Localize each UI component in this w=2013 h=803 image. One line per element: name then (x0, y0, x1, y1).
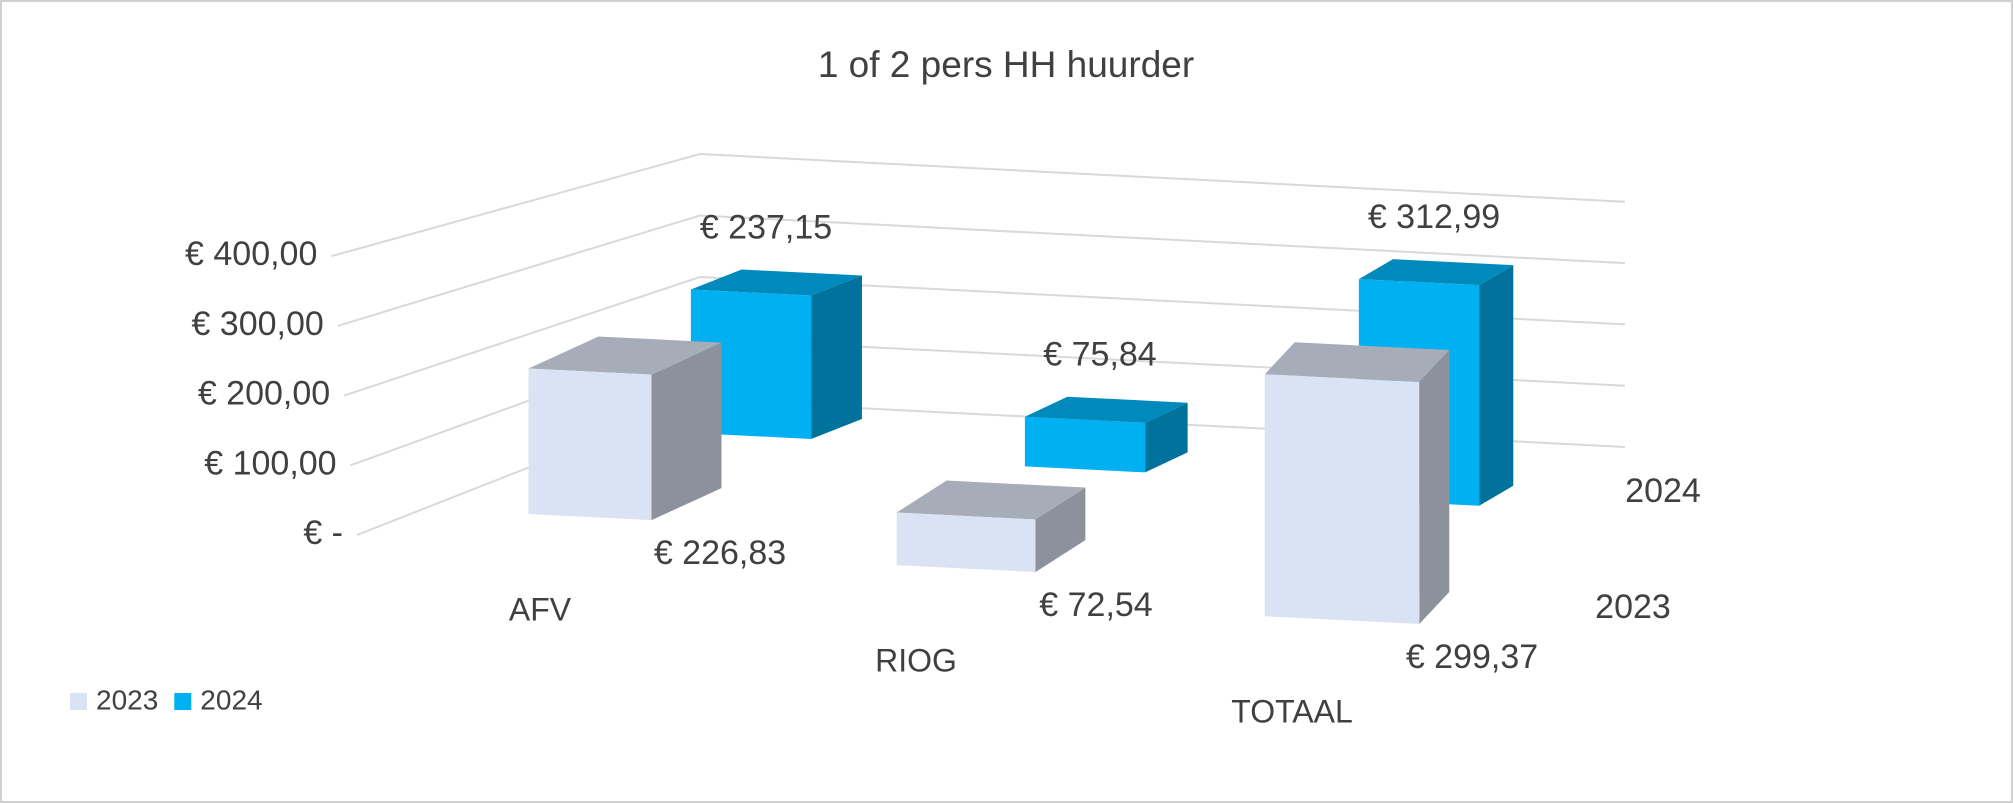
x-tick-label: AFV (509, 591, 572, 627)
bar (896, 512, 1036, 573)
x-tick-label: RIOG (875, 643, 957, 679)
bar-top (1024, 396, 1188, 423)
legend-label: 2023 (96, 684, 158, 715)
bar-side (811, 275, 862, 440)
bar-top (690, 269, 862, 296)
grid-line (331, 152, 1626, 258)
legend-swatch (70, 693, 87, 710)
data-label: € 75,84 (1043, 336, 1156, 374)
y-tick-label: € 200,00 (198, 375, 330, 413)
legend-label: 2024 (200, 684, 262, 715)
bar (528, 368, 652, 521)
y-tick-label: € 100,00 (204, 444, 336, 482)
bar-side (1479, 265, 1514, 506)
data-label: € 312,99 (1368, 198, 1500, 236)
bar-top (896, 480, 1086, 520)
y-tick-label: € - (303, 514, 343, 552)
bar-side (651, 342, 722, 521)
y-tick-label: € 300,00 (191, 305, 323, 343)
data-label: € 299,37 (1406, 638, 1538, 676)
bar-side (1145, 402, 1188, 473)
grid-line (337, 214, 1626, 327)
data-label: € 237,15 (700, 209, 832, 247)
depth-label: 2023 (1595, 588, 1671, 626)
bar-side (1419, 350, 1450, 624)
legend-swatch (174, 693, 192, 710)
data-label: € 226,83 (654, 534, 786, 572)
bar (1264, 374, 1420, 624)
x-tick-label: TOTAAL (1231, 694, 1353, 730)
chart-title: 1 of 2 pers HH huurder (818, 44, 1194, 85)
bar-top (1264, 342, 1450, 383)
depth-label: 2024 (1625, 472, 1701, 510)
bar-top (528, 336, 722, 375)
bar (1024, 416, 1146, 473)
bar-top (1358, 259, 1514, 286)
data-label: € 72,54 (1039, 586, 1152, 624)
grid-line (343, 275, 1626, 397)
bar-side (1035, 487, 1086, 573)
y-tick-label: € 400,00 (185, 235, 317, 273)
